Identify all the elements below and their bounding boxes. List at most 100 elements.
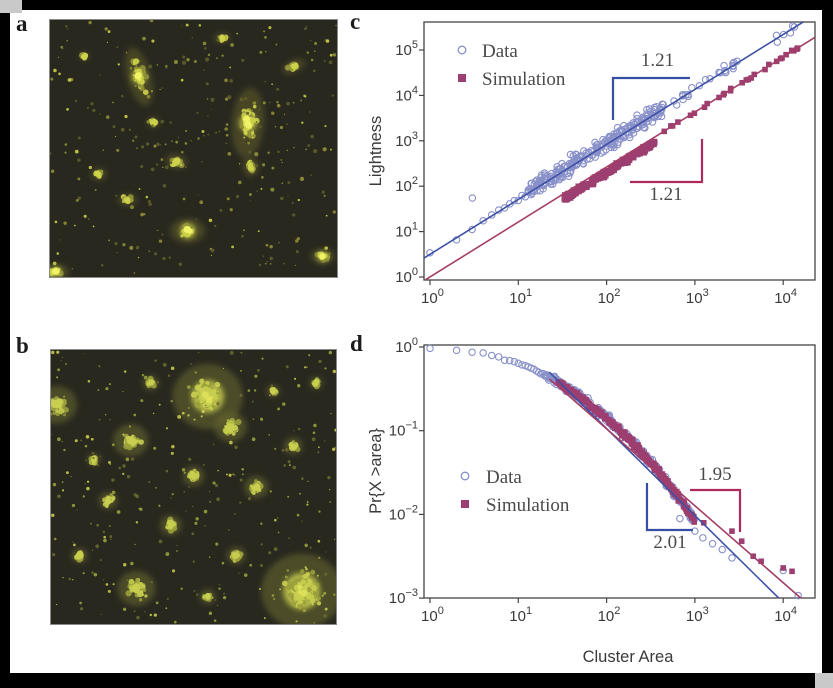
corner-decoration-topleft [0,0,22,13]
data-point-circle [602,146,610,154]
data-point-circle [691,527,699,535]
simulation-point-square [633,446,640,453]
simulation-point-square [575,188,582,194]
simulation-point-square [788,47,795,54]
simulation-point-square [689,514,695,521]
data-point-circle [575,156,584,165]
y-tick-label: 100 [395,266,418,286]
simulation-point-square [682,505,689,511]
data-point-circle [494,353,503,361]
data-point-circle [728,554,736,562]
simulation-point-square [675,494,681,500]
simulation-point-square [700,519,707,526]
simulation-point-square [577,184,584,191]
simulation-point-square [591,176,597,183]
fit-line-data [548,371,780,599]
simulation-point-square [592,405,599,412]
cluster-grains [51,350,336,624]
slope-value-label: 2.01 [653,532,686,553]
data-point-circle [487,351,496,360]
data-point-circle [541,174,549,182]
panel-label-b: b [16,333,29,358]
x-tick-label: 103 [686,605,709,625]
x-tick-label: 100 [421,287,444,307]
simulation-point-square [568,191,575,198]
data-point-circle [572,150,581,159]
legend-square-marker [461,500,469,508]
fit-line-data [423,21,804,259]
y-tick-label: 105 [395,39,418,59]
simulation-point-square [607,169,614,176]
simulation-point-square [603,412,609,419]
data-point-circle [510,357,519,366]
simulation-point-square [640,145,646,152]
simulation-point-square [729,528,735,534]
data-point-circle [468,194,477,202]
data-point-circle [643,110,651,118]
axes-box [423,21,816,281]
data-point-circle [699,534,707,542]
legend-label: Simulation [482,69,566,90]
slope-bracket [630,139,704,184]
legend: Data Simulation [460,467,570,516]
legend-label: Simulation [486,495,570,516]
y-tick-label: 10−2 [389,503,418,523]
data-point-circle [468,348,476,356]
data-point-circle [721,66,729,75]
panel-label-c: c [350,9,361,34]
y-tick-label: 10−1 [389,420,418,440]
simulation-point-square [659,471,666,477]
simulation-point-square [565,194,572,200]
data-point-circle [629,129,638,137]
slope-bracket [690,488,742,532]
data-point-circle [500,204,509,212]
data-point-circle [644,114,652,123]
x-tick-label: 104 [774,605,797,625]
axes-box [423,344,816,599]
y-tick-label: 102 [395,175,418,195]
simulation-point-square [628,441,635,447]
simulation-point-square [780,565,786,571]
simulation-point-square [766,61,772,68]
legend-label: Data [486,467,522,488]
data-point-circle [790,23,799,31]
series-data-points [426,344,802,600]
data-point-circle [500,356,509,365]
cluster-grains [50,20,337,277]
y-tick-label: 101 [395,221,418,241]
simulation-point-square [568,386,575,393]
simulation-point-square [620,158,627,164]
data-point-circle [555,175,564,184]
data-point-circle [708,539,717,548]
data-point-circle [591,153,600,161]
simulation-point-square [580,184,587,191]
data-point-circle [658,100,667,108]
x-tick-label: 103 [686,287,709,307]
series-simulation-points [555,378,795,575]
simulation-point-square [601,171,607,177]
legend-label: Data [482,41,518,62]
data-point-circle [560,162,568,171]
x-tick-label: 101 [509,287,532,307]
simulation-point-square [689,511,695,518]
simulation-point-square [672,490,679,497]
simulation-point-square [758,558,764,565]
data-point-circle [615,127,623,136]
simulation-point-square [616,161,622,168]
simulation-point-square [622,429,628,435]
slope-bracket [611,76,690,120]
data-point-circle [716,69,725,77]
simulation-point-square [647,143,653,150]
simulation-point-square [600,174,607,181]
simulation-point-square [579,398,586,404]
series-data-points [426,22,799,257]
simulation-point-square [583,396,590,403]
axis-ticks [419,49,784,285]
data-point-circle [676,514,684,523]
x-tick-label: 104 [774,287,797,307]
data-point-circle [426,344,434,353]
data-point-circle [479,216,487,225]
simulation-point-square [628,437,635,444]
simulation-point-square [738,538,745,544]
fit-line-simulation [548,378,802,599]
